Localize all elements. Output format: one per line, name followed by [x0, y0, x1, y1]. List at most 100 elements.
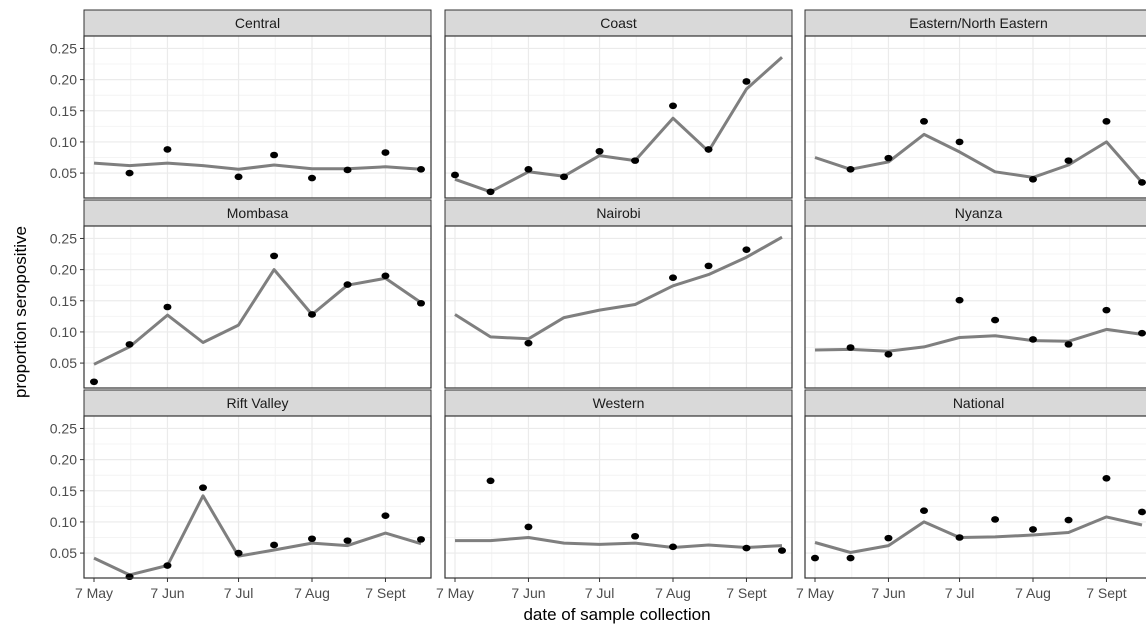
facet-strip — [804, 9, 1146, 37]
data-point — [163, 146, 172, 153]
panel-5: Nyanza — [804, 199, 1146, 389]
data-point — [270, 151, 279, 159]
x-tick-label: 7 May — [75, 585, 113, 601]
y-tick-label: 0.10 — [50, 514, 77, 530]
panel-4: Nairobi — [444, 199, 793, 389]
series-line — [455, 536, 783, 549]
data-point — [381, 149, 390, 156]
facet-strip — [444, 389, 793, 417]
series-line — [93, 161, 422, 171]
panels-layer: Central 0.05 0.10 0.15 0.20 0.25 Coast Eastern/… — [50, 9, 1146, 601]
x-tick-label: 7 Aug — [655, 585, 691, 601]
panel-border — [83, 35, 432, 199]
data-point — [417, 166, 425, 173]
data-point — [884, 534, 893, 542]
data-point — [560, 173, 568, 181]
data-point — [704, 146, 713, 153]
data-point — [1138, 508, 1146, 516]
data-point — [524, 339, 533, 347]
data-point — [125, 341, 134, 348]
data-point — [199, 484, 207, 491]
data-point — [1064, 516, 1073, 524]
data-point — [417, 299, 425, 307]
panel-6: Rift Valley 0.05 0.10 0.15 0.20 0.25 7 May 7 Ju… — [50, 389, 432, 601]
panel-background — [445, 416, 792, 578]
facet-strip — [804, 389, 1146, 417]
data-point — [308, 311, 316, 318]
x-tick-label: 7 Aug — [294, 585, 330, 601]
facet-label: Mombasa — [227, 205, 289, 221]
data-point — [704, 262, 713, 270]
data-point — [524, 166, 533, 173]
data-point — [846, 344, 855, 351]
series-line — [814, 515, 1143, 554]
data-point — [163, 562, 172, 569]
facet-label: National — [953, 395, 1004, 411]
data-point — [308, 535, 316, 543]
y-tick-label: 0.25 — [50, 40, 77, 56]
y-tick-label: 0.10 — [50, 134, 77, 150]
data-point — [846, 166, 855, 173]
data-point — [991, 316, 1000, 324]
facet-strip — [83, 9, 432, 37]
data-point — [381, 512, 390, 519]
data-point — [486, 477, 495, 485]
panel-background — [805, 226, 1146, 388]
facet-label: Nairobi — [596, 205, 640, 221]
data-point — [1102, 306, 1111, 314]
facet-strip — [83, 199, 432, 227]
panel-border — [804, 225, 1146, 389]
data-point — [991, 516, 1000, 523]
panel-background — [805, 36, 1146, 198]
data-point — [955, 534, 964, 541]
data-point — [955, 138, 964, 146]
y-axis-title: proportion seropositive — [11, 226, 30, 398]
data-point — [1064, 341, 1073, 348]
y-tick-label: 0.20 — [50, 262, 77, 278]
facet-label: Nyanza — [955, 205, 1003, 221]
data-point — [343, 537, 352, 544]
data-point — [417, 536, 425, 543]
x-tick-label: 7 Jun — [511, 585, 545, 601]
panel-3: Mombasa 0.05 0.10 0.15 0.20 0.25 — [50, 199, 432, 389]
y-tick-label: 0.05 — [50, 355, 77, 371]
panel-8: National 7 May 7 Jun 7 Jul 7 Aug 7 Sept — [796, 389, 1146, 601]
facet-strip — [444, 199, 793, 227]
data-point — [846, 554, 855, 562]
data-point — [381, 272, 390, 280]
data-point — [1029, 176, 1037, 183]
data-point — [742, 544, 751, 552]
series-line — [93, 494, 422, 577]
x-tick-label: 7 Sept — [365, 585, 406, 601]
x-tick-label: 7 Jul — [224, 585, 254, 601]
data-point — [884, 154, 893, 162]
panel-border — [444, 415, 793, 579]
x-tick-label: 7 Jun — [871, 585, 905, 601]
y-tick-label: 0.25 — [50, 420, 77, 436]
facet-label: Central — [235, 15, 280, 31]
data-point — [234, 173, 243, 181]
data-point — [343, 166, 352, 174]
data-point — [669, 102, 677, 110]
y-tick-label: 0.05 — [50, 545, 77, 561]
data-point — [1064, 157, 1073, 164]
series-line — [93, 268, 422, 366]
data-point — [631, 532, 640, 540]
data-point — [524, 523, 533, 531]
x-axis-title: date of sample collection — [523, 605, 710, 624]
data-point — [669, 274, 677, 282]
facet-strip — [83, 389, 432, 417]
data-point — [1029, 336, 1037, 343]
y-tick-label: 0.15 — [50, 103, 77, 119]
x-tick-label: 7 Jul — [585, 585, 615, 601]
panel-2: Eastern/North Eastern — [804, 9, 1146, 199]
y-tick-label: 0.20 — [50, 72, 77, 88]
data-point — [125, 573, 134, 581]
x-tick-label: 7 May — [436, 585, 474, 601]
data-point — [920, 507, 928, 515]
panel-border — [83, 415, 432, 579]
panel-7: Western 7 May 7 Jun 7 Jul 7 Aug 7 Sept — [436, 389, 793, 601]
facet-label: Western — [593, 395, 645, 411]
panel-1: Coast — [444, 9, 793, 199]
facet-label: Eastern/North Eastern — [909, 15, 1048, 31]
